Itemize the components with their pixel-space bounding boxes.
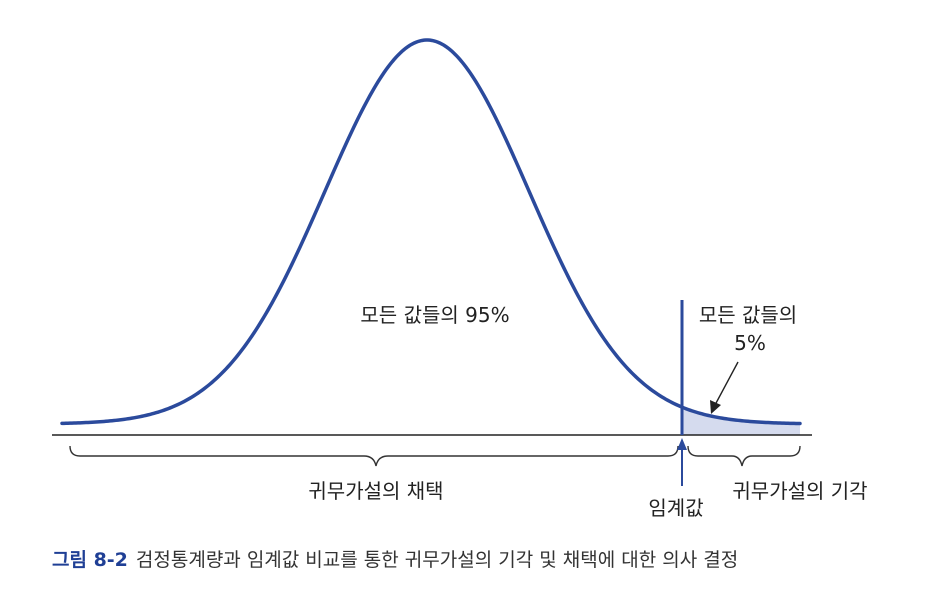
- bell-curve: [60, 38, 802, 426]
- accept-region-label: 귀무가설의 채택: [308, 479, 443, 503]
- tail-label-line1: 모든 값들의: [699, 303, 797, 327]
- figure-caption-text: 검정통계량과 임계값 비교를 통한 귀무가설의 기각 및 채택에 대한 의사 결…: [135, 549, 739, 571]
- reject-region-label: 귀무가설의 기각: [732, 479, 867, 503]
- reject-region-brace: [687, 445, 801, 467]
- tail-pointer-arrow: [710, 361, 739, 414]
- figure-caption: 그림 8-2 검정통계량과 임계값 비교를 통한 귀무가설의 기각 및 채택에 대…: [52, 548, 738, 572]
- critical-value-label: 임계값: [648, 496, 703, 520]
- figure-number: 그림 8-2: [52, 549, 128, 571]
- accept-region-brace: [69, 445, 679, 467]
- critical-value-arrow: [677, 438, 687, 486]
- center-percentage-label: 모든 값들의 95%: [360, 303, 509, 327]
- tail-label-line2: 5%: [734, 331, 766, 355]
